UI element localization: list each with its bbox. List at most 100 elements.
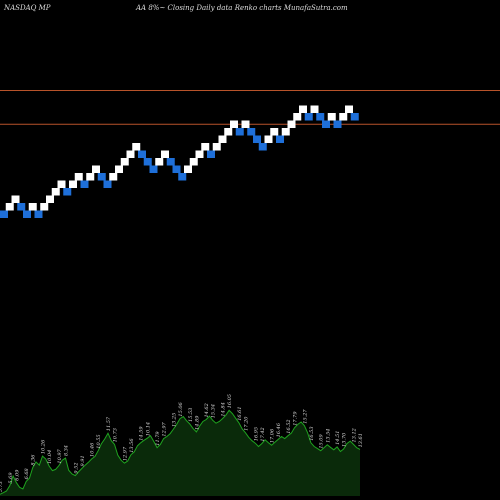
renko-up-brick <box>184 165 192 173</box>
renko-up-brick <box>230 120 238 128</box>
renko-up-brick <box>109 173 118 181</box>
value-label: 16.05 <box>227 394 233 408</box>
value-label: 15.34 <box>211 404 217 418</box>
renko-down-brick <box>235 128 244 136</box>
value-label: 15.27 <box>302 409 308 424</box>
volume-line <box>0 409 361 495</box>
renko-up-brick <box>46 195 54 203</box>
renko-down-brick <box>172 165 181 173</box>
value-label: 17.79 <box>292 411 298 426</box>
value-label: 10.14 <box>145 422 151 436</box>
value-label: 11.79 <box>155 431 161 446</box>
renko-down-brick <box>276 135 284 143</box>
renko-up-brick <box>132 143 141 151</box>
value-label: 14.51 <box>335 431 341 445</box>
value-label: 5.69 <box>8 472 14 484</box>
value-label: 16.53 <box>309 426 315 440</box>
value-label: 9.52 <box>73 462 79 473</box>
renko-up-brick <box>345 105 353 113</box>
renko-up-brick <box>120 158 129 166</box>
renko-down-brick <box>304 113 313 121</box>
renko-down-brick <box>149 165 158 173</box>
renko-down-brick <box>333 120 342 128</box>
value-label: 10.73 <box>113 428 119 442</box>
renko-down-brick <box>247 128 256 136</box>
value-label: 15.09 <box>319 434 325 449</box>
renko-up-brick <box>281 128 290 136</box>
renko-down-brick <box>178 173 187 181</box>
value-label: 10.46 <box>90 442 96 457</box>
renko-up-brick <box>51 188 60 196</box>
ticker-label: NASDAQ MP <box>4 4 51 12</box>
renko-up-brick <box>224 128 233 136</box>
renko-up-brick <box>212 143 221 151</box>
renko-up-brick <box>57 180 66 188</box>
value-label: 13.12 <box>352 428 358 442</box>
renko-up-brick <box>161 150 169 158</box>
renko-up-brick <box>5 203 14 211</box>
renko-up-brick <box>69 180 77 188</box>
value-label: 8.34 <box>64 445 70 456</box>
renko-down-brick <box>63 188 72 196</box>
renko-down-brick <box>17 203 26 211</box>
renko-down-brick <box>138 150 146 158</box>
value-label: 17.06 <box>270 428 276 443</box>
renko-up-brick <box>287 120 296 128</box>
renko-up-brick <box>310 105 319 113</box>
value-label: 15.53 <box>188 408 194 422</box>
renko-up-brick <box>189 158 198 166</box>
value-label: 16.95 <box>253 427 259 441</box>
renko-down-brick <box>80 180 89 188</box>
renko-down-brick <box>258 143 267 151</box>
renko-down-brick <box>322 120 330 128</box>
renko-down-brick <box>316 113 325 121</box>
value-label: 13.61 <box>358 433 364 447</box>
renko-up-brick <box>115 165 123 173</box>
renko-up-brick <box>11 195 20 203</box>
value-label: 13.70 <box>342 432 348 447</box>
value-label: 15.06 <box>178 401 184 416</box>
value-label: 12.97 <box>162 421 168 436</box>
volume-area <box>0 410 360 496</box>
renko-up-brick <box>92 165 100 173</box>
value-label: 12.97 <box>122 446 128 461</box>
value-label: 8.36 <box>31 454 37 466</box>
renko-down-brick <box>166 158 175 166</box>
renko-down-brick <box>23 210 31 218</box>
value-label: 14.59 <box>139 426 145 441</box>
value-label: 16.52 <box>286 419 292 433</box>
renko-down-brick <box>103 180 112 188</box>
value-label: 13.25 <box>172 413 178 427</box>
value-label: 14.84 <box>221 402 227 416</box>
value-label: 10.55 <box>96 434 102 448</box>
renko-up-brick <box>155 158 164 166</box>
renko-up-brick <box>86 173 95 181</box>
value-label: 14.62 <box>204 403 210 417</box>
value-label: 6.68 <box>24 468 30 479</box>
chart-caption: AA 8%~ Closing Daily data Renko charts M… <box>136 4 348 12</box>
renko-down-brick <box>253 135 261 143</box>
renko-up-brick <box>270 128 279 136</box>
renko-up-brick <box>299 105 307 113</box>
value-label: 9.91 <box>80 455 86 466</box>
value-label: 10.26 <box>40 439 46 454</box>
value-label: 17.42 <box>260 427 266 441</box>
value-label: 6.09 <box>14 469 20 481</box>
renko-up-brick <box>327 113 336 121</box>
renko-up-brick <box>293 113 302 121</box>
value-label: 16.46 <box>276 422 282 437</box>
renko-up-brick <box>126 150 135 158</box>
renko-up-brick <box>264 135 273 143</box>
value-label: 16.61 <box>237 406 243 420</box>
renko-up-brick <box>241 120 250 128</box>
value-label: 14.89 <box>194 415 200 430</box>
renko-up-brick <box>195 150 204 158</box>
renko-down-brick <box>143 158 152 166</box>
value-label: 13.54 <box>325 428 331 442</box>
value-label: 17.20 <box>243 416 249 431</box>
value-label: 5.73 <box>0 481 4 492</box>
renko-up-brick <box>28 203 37 211</box>
renko-up-brick <box>40 203 49 211</box>
